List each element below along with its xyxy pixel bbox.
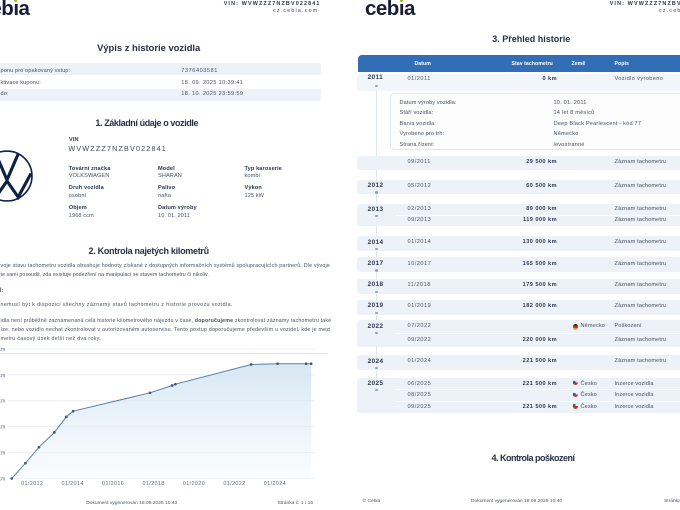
svg-text:01/2014: 01/2014 <box>62 481 84 487</box>
svg-text:01/2016: 01/2016 <box>102 481 124 487</box>
svg-text:01/2012: 01/2012 <box>21 481 43 487</box>
svg-text:01/2024: 01/2024 <box>264 481 286 487</box>
svg-text:01/2022: 01/2022 <box>223 481 245 487</box>
svg-text:250 000 km: 250 000 km <box>0 347 6 353</box>
svg-text:01/2020: 01/2020 <box>183 481 205 487</box>
svg-text:50 000 km: 50 000 km <box>0 451 6 457</box>
svg-text:0 km: 0 km <box>0 476 6 482</box>
svg-text:01/2018: 01/2018 <box>142 481 164 487</box>
svg-text:100 000 km: 100 000 km <box>0 425 6 431</box>
svg-text:200 000 km: 200 000 km <box>0 373 6 379</box>
svg-text:150 000 km: 150 000 km <box>0 399 6 405</box>
